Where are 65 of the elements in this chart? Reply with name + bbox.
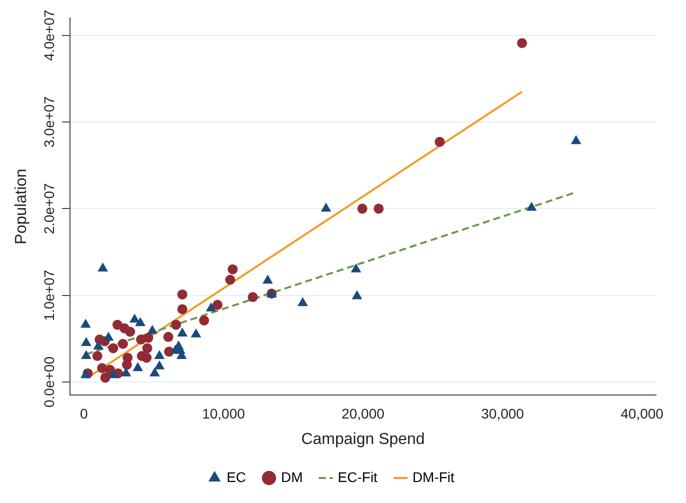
point: [190, 328, 202, 338]
point: [212, 300, 222, 310]
x-tick-label: 40,000: [620, 405, 664, 422]
point: [177, 304, 188, 314]
point: [517, 38, 528, 48]
point: [132, 362, 144, 372]
point: [570, 135, 582, 144]
point: [262, 274, 273, 284]
point: [163, 332, 174, 342]
point: [122, 360, 132, 370]
point: [352, 290, 362, 300]
point: [225, 274, 236, 285]
point: [93, 340, 104, 350]
legend-label: DM: [281, 468, 303, 485]
point: [100, 372, 110, 383]
y-tick-label: 2.0e+07: [40, 182, 57, 234]
point: [149, 367, 160, 376]
point: [374, 204, 384, 214]
point: [350, 263, 362, 272]
legend-label: EC-Fit: [338, 468, 378, 485]
point: [357, 204, 368, 214]
point: [142, 343, 152, 354]
legend-label: EC: [226, 468, 246, 485]
x-tick-label: 20,000: [342, 405, 385, 422]
x-tick-label: 0: [80, 405, 88, 422]
point: [320, 202, 332, 212]
point: [228, 264, 238, 274]
legend-label: DM-Fit: [412, 468, 455, 485]
point: [177, 327, 188, 336]
point: [80, 350, 92, 359]
point: [526, 202, 537, 211]
point: [199, 315, 210, 326]
point: [147, 324, 158, 334]
point: [118, 338, 128, 349]
x-axis-title: Campaign Spend: [301, 430, 425, 448]
point: [434, 136, 445, 147]
point: [171, 320, 182, 330]
point: [92, 351, 102, 361]
point: [248, 292, 258, 302]
point: [154, 350, 165, 359]
point: [98, 262, 108, 272]
x-tick-label: 30,000: [481, 405, 524, 422]
point: [129, 314, 140, 323]
point: [143, 332, 154, 343]
point: [177, 289, 188, 300]
y-tick-label: 0.0e+00: [40, 356, 57, 408]
point: [80, 369, 91, 378]
point: [298, 297, 308, 306]
y-tick-label: 3.0e+07: [40, 96, 57, 148]
point: [135, 317, 146, 326]
point: [108, 369, 118, 378]
point: [80, 337, 92, 346]
point: [154, 360, 165, 370]
point: [170, 344, 181, 354]
point: [108, 343, 118, 354]
point: [120, 367, 132, 376]
point: [80, 318, 91, 328]
point: [125, 326, 136, 337]
y-tick-label: 4.0e+07: [40, 10, 57, 61]
point: [142, 352, 152, 363]
y-tick-label: 1.0e+07: [40, 270, 57, 321]
y-axis-title: Population: [13, 168, 30, 244]
point: [206, 302, 216, 312]
point: [103, 332, 114, 341]
x-tick-label: 10,000: [202, 405, 246, 422]
